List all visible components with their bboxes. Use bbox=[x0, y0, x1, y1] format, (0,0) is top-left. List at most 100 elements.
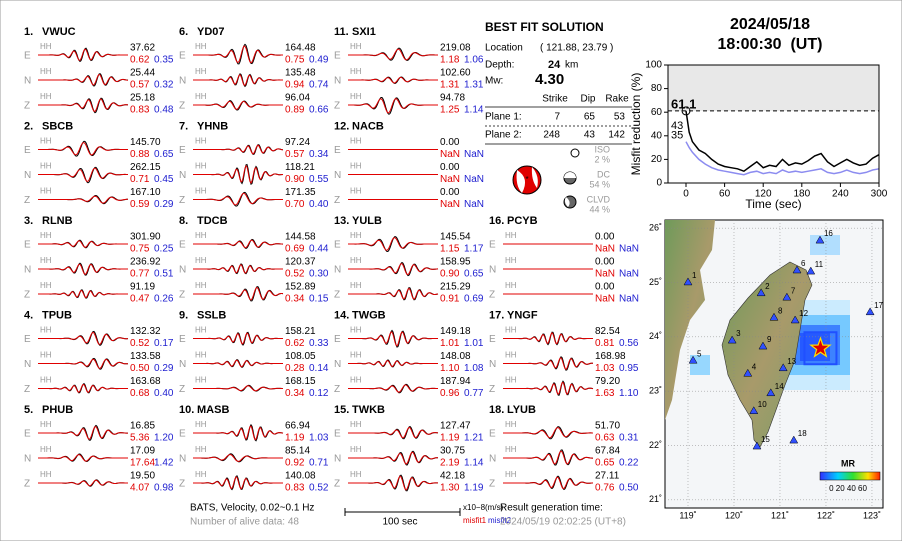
lon-label: 119˚ bbox=[679, 510, 696, 520]
misfit1: 0.52 bbox=[285, 269, 305, 280]
label: Mw: bbox=[485, 76, 503, 87]
instrument: HH bbox=[505, 281, 517, 290]
misfit1: 1.19 bbox=[440, 433, 460, 444]
misfit2: NaN bbox=[464, 199, 484, 210]
y-tick-label: 0 bbox=[656, 178, 662, 189]
waveform-synthetic bbox=[348, 287, 439, 300]
misfit1: 0.89 bbox=[285, 105, 305, 116]
annotation: 43 bbox=[671, 120, 683, 132]
instrument: HH bbox=[350, 256, 362, 265]
amplitude: 120.37 bbox=[285, 257, 316, 268]
amplitude: 25.18 bbox=[130, 93, 155, 104]
component: N bbox=[24, 454, 31, 465]
amplitude: 215.29 bbox=[440, 282, 471, 293]
waveform-synthetic bbox=[348, 451, 439, 465]
misfit2: 0.25 bbox=[154, 244, 174, 255]
misfit2: 0.15 bbox=[309, 294, 329, 305]
waveform-synthetic bbox=[193, 144, 283, 155]
misfit1: 0.50 bbox=[130, 363, 150, 374]
amplitude: 102.60 bbox=[440, 68, 471, 79]
waveform-synthetic bbox=[193, 425, 284, 441]
misfit2: 1.21 bbox=[464, 433, 484, 444]
misfit1: 17.64 bbox=[130, 458, 155, 469]
colorbar-title: MR bbox=[841, 458, 855, 468]
misfit2: 0.55 bbox=[309, 174, 329, 185]
instrument: HH bbox=[505, 470, 517, 479]
peak-marker bbox=[681, 106, 691, 116]
station-marker bbox=[756, 288, 766, 297]
station-name: TPUB bbox=[42, 309, 72, 321]
waveform-synthetic bbox=[193, 359, 283, 368]
instrument: HH bbox=[195, 42, 207, 51]
misfit1: 0.88 bbox=[130, 149, 150, 160]
waveform-synthetic bbox=[38, 73, 129, 86]
misfit1: 4.07 bbox=[130, 483, 150, 494]
station-marker bbox=[727, 335, 737, 344]
misfit1: 0.65 bbox=[595, 458, 615, 469]
misfit1: 2.19 bbox=[440, 458, 460, 469]
station-marker bbox=[792, 265, 802, 274]
amplitude: 42.18 bbox=[440, 471, 465, 482]
amplitude: 127.47 bbox=[440, 421, 471, 432]
station-label: 5 bbox=[697, 349, 702, 358]
misfit2: 0.51 bbox=[154, 269, 174, 280]
misfit2: 0.17 bbox=[154, 338, 174, 349]
waveform-synthetic bbox=[38, 167, 128, 182]
instrument: HH bbox=[40, 256, 52, 265]
waveform-synthetic bbox=[503, 331, 593, 345]
instrument: HH bbox=[40, 420, 52, 429]
amplitude: 96.04 bbox=[285, 93, 310, 104]
component-name: DC bbox=[597, 169, 610, 179]
station-number: 3. bbox=[24, 215, 33, 227]
misfit2: 1.31 bbox=[464, 80, 484, 91]
component: Z bbox=[179, 290, 185, 301]
label: Location bbox=[485, 43, 523, 54]
instrument: HH bbox=[505, 326, 517, 335]
instrument: HH bbox=[350, 162, 362, 171]
amplitude: 94.78 bbox=[440, 93, 465, 104]
misfit2: NaN bbox=[464, 149, 484, 160]
amplitude: 301.90 bbox=[130, 232, 161, 243]
component: Z bbox=[334, 479, 340, 490]
misfit1: 0.28 bbox=[285, 363, 305, 374]
lat-label: 23˚ bbox=[649, 386, 662, 396]
component: Z bbox=[179, 195, 185, 206]
station-marker bbox=[688, 355, 698, 364]
station-label: 9 bbox=[767, 335, 772, 344]
dip: 43 bbox=[584, 130, 596, 141]
legend-misfit1: misfit1 bbox=[463, 516, 487, 525]
beachball: * bbox=[512, 165, 542, 195]
amplitude: 16.85 bbox=[130, 421, 155, 432]
misfit2: 0.35 bbox=[154, 55, 174, 66]
misfit1: 0.69 bbox=[285, 244, 305, 255]
station-number: 1. bbox=[24, 26, 33, 38]
misfit1: 0.75 bbox=[130, 244, 150, 255]
station-name: SBCB bbox=[42, 120, 73, 132]
component: E bbox=[24, 145, 31, 156]
instrument: HH bbox=[350, 42, 362, 51]
instrument: HH bbox=[40, 67, 52, 76]
station-label: 14 bbox=[775, 382, 784, 391]
lat-label: 21˚ bbox=[649, 494, 662, 504]
amplitude: 167.10 bbox=[130, 187, 161, 198]
misfit1: 1.19 bbox=[285, 433, 305, 444]
misfit2: 0.95 bbox=[619, 363, 639, 374]
instrument: HH bbox=[195, 162, 207, 171]
station-name: LYUB bbox=[507, 404, 536, 416]
instrument: HH bbox=[40, 470, 52, 479]
component: E bbox=[24, 429, 31, 440]
component: N bbox=[489, 454, 496, 465]
misfit1: 0.62 bbox=[130, 55, 150, 66]
misfit2: 0.74 bbox=[309, 80, 329, 91]
result-label: Result generation time: bbox=[500, 503, 603, 514]
lon-label: 121˚ bbox=[771, 510, 789, 520]
rake: 53 bbox=[614, 112, 626, 123]
waveform-synthetic bbox=[193, 476, 283, 490]
lon-label: 120˚ bbox=[725, 510, 743, 520]
misfit2: 1.08 bbox=[464, 363, 484, 374]
component: Z bbox=[334, 384, 340, 395]
instrument: HH bbox=[505, 256, 517, 265]
amplitude: 85.14 bbox=[285, 446, 310, 457]
component: N bbox=[179, 359, 186, 370]
amplitude: 168.98 bbox=[595, 351, 626, 362]
